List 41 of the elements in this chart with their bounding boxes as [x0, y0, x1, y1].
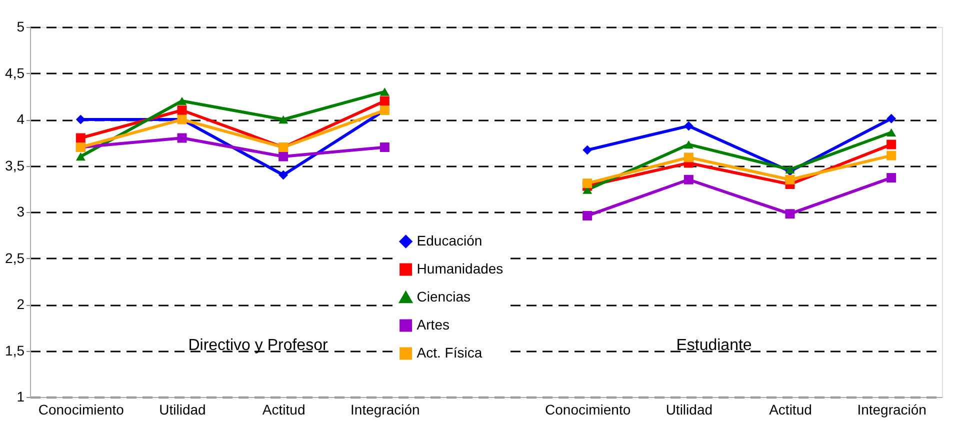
y-tick-label: 1,5 [5, 342, 25, 358]
legend-label: Humanidades [416, 260, 504, 276]
point [177, 133, 187, 143]
point [177, 96, 187, 106]
legend-label: Ciencias [416, 288, 471, 304]
point [177, 106, 187, 115]
y-tick-label: 3,5 [5, 157, 25, 174]
x-tick-label: Utilidad [666, 402, 713, 418]
point [785, 209, 795, 219]
legend-label: Artes [416, 316, 450, 332]
y-tick-label: 4,5 [5, 64, 25, 81]
y-tick-label: 3 [16, 204, 25, 220]
x-tick-label: Actitud [262, 402, 306, 418]
point [278, 152, 288, 162]
legend-label: Educación [416, 232, 482, 248]
point [582, 210, 592, 220]
point [582, 178, 592, 188]
x-tick-label: Integración [350, 402, 420, 418]
point [785, 174, 795, 184]
point [76, 152, 86, 161]
point [278, 170, 288, 180]
point [76, 133, 86, 143]
x-tick-label: Conocimiento [545, 402, 631, 418]
y-tick-label: 2 [16, 296, 25, 312]
y-tick-label: 5 [16, 18, 25, 34]
x-tick-label: Utilidad [159, 402, 206, 418]
point [684, 174, 694, 184]
y-tick-label: 4 [16, 111, 25, 127]
point [886, 173, 896, 183]
point [278, 115, 288, 124]
point [380, 96, 390, 106]
legend-label: Act. Física [416, 344, 482, 360]
y-tick-label: 2,5 [5, 250, 25, 266]
point [380, 142, 390, 152]
annotation: Estudiante [676, 337, 752, 354]
x-tick-label: Integración [857, 402, 926, 418]
x-tick-label: Actitud [769, 402, 812, 418]
x-tick-label: Conocimiento [38, 402, 124, 418]
y-tick-label: 1 [16, 388, 25, 404]
point [76, 114, 86, 124]
point [380, 88, 390, 96]
